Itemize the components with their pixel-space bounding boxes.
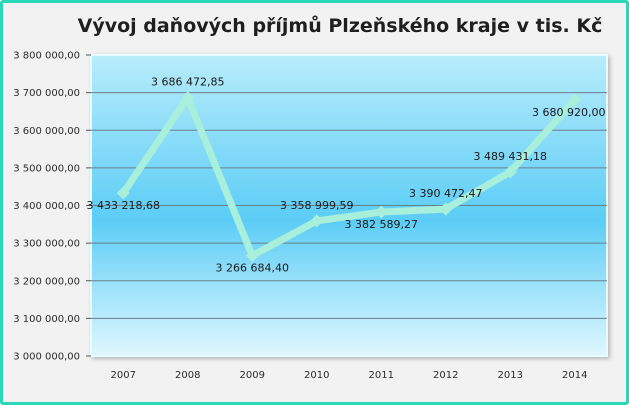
x-tick-label: 2009 [240, 370, 265, 381]
data-point [503, 165, 517, 179]
x-tick-label: 2012 [433, 370, 458, 381]
y-tick-label: 3 800 000,00 [13, 51, 80, 62]
y-tick-label: 3 300 000,00 [13, 239, 80, 250]
series [116, 91, 582, 263]
data-point [568, 93, 582, 107]
x-axis: 2007 2008 2009 2010 2011 2012 2013 2014 [111, 370, 588, 381]
data-point [310, 214, 324, 228]
y-tick-label: 3 500 000,00 [13, 163, 80, 174]
y-axis: 3 000 000,00 3 100 000,00 3 200 000,00 3 30… [13, 51, 91, 363]
data-label: 3 382 589,27 [345, 218, 418, 231]
series-line [119, 94, 579, 260]
x-tick-label: 2008 [175, 370, 200, 381]
data-label: 3 266 684,40 [216, 262, 289, 275]
data-point [439, 202, 453, 216]
data-point [374, 205, 388, 219]
data-label: 3 358 999,59 [280, 199, 353, 212]
data-label: 3 489 431,18 [474, 150, 547, 163]
x-tick-label: 2013 [498, 370, 523, 381]
y-tick-label: 3 600 000,00 [13, 126, 80, 137]
x-tick-label: 2011 [369, 370, 394, 381]
gridlines [91, 92, 607, 319]
data-point [245, 249, 259, 263]
x-tick-label: 2010 [304, 370, 329, 381]
data-point [116, 186, 130, 200]
x-tick-label: 2007 [111, 370, 136, 381]
y-tick-label: 3 700 000,00 [13, 88, 80, 99]
data-point [181, 91, 195, 105]
y-tick-label: 3 200 000,00 [13, 276, 80, 287]
chart-title: Vývoj daňových příjmů Plzeňského kraje v… [78, 14, 603, 37]
data-label: 3 680 920,00 [532, 106, 605, 119]
y-tick-label: 3 000 000,00 [13, 352, 80, 363]
data-label: 3 686 472,85 [151, 76, 224, 89]
data-label: 3 433 218,68 [87, 199, 160, 212]
x-tick-label: 2014 [562, 370, 587, 381]
data-label: 3 390 472,47 [409, 187, 482, 200]
y-tick-label: 3 100 000,00 [13, 314, 80, 325]
y-tick-label: 3 400 000,00 [13, 201, 80, 212]
data-labels: 3 433 218,68 3 686 472,85 3 266 684,40 3 35… [87, 76, 606, 275]
